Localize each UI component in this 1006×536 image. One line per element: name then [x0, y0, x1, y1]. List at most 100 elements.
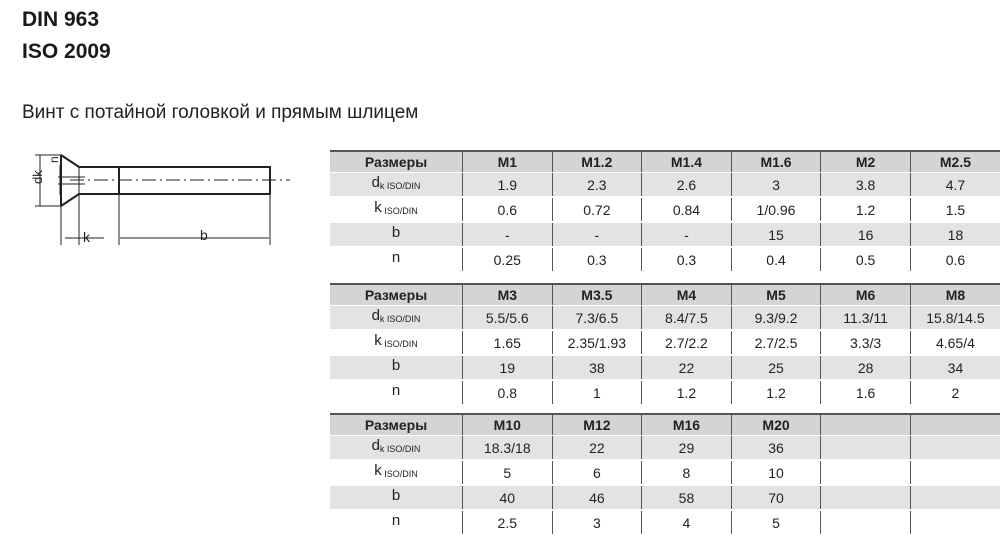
- row-label: dk ISO/DIN: [330, 435, 463, 461]
- table-cell: 1.5: [909, 197, 1000, 223]
- table-cell: 1.9: [462, 172, 553, 198]
- table-cell: 0.5: [820, 247, 911, 273]
- column-header: M1.4: [641, 150, 732, 173]
- table-cell: 4: [641, 510, 732, 536]
- table-cell: 34: [909, 355, 1000, 381]
- table-cell: 25: [730, 355, 821, 381]
- table-row: dk ISO/DIN 18.3/18 22 29 36: [330, 435, 1000, 461]
- table-cell: [909, 485, 1000, 511]
- header-row: Размеры M3 M3.5 M4 M5 M6 M8: [330, 283, 1000, 306]
- row-label: n: [330, 247, 463, 273]
- table-cell: 8: [641, 460, 732, 486]
- table-cell: 4.65/4: [909, 330, 1000, 356]
- column-header: M12: [551, 413, 642, 436]
- table-cell: 0.3: [641, 247, 732, 273]
- column-header: M4: [641, 283, 732, 306]
- table-cell: 15.8/14.5: [909, 305, 1000, 331]
- column-header: M6: [820, 283, 911, 306]
- column-header: M1.2: [551, 150, 642, 173]
- column-header: M1: [462, 150, 553, 173]
- table-cell: 3: [730, 172, 821, 198]
- table-cell: 4.7: [909, 172, 1000, 198]
- table-cell: [909, 510, 1000, 536]
- column-header: M16: [641, 413, 732, 436]
- table-cell: 46: [551, 485, 642, 511]
- table-row: dk ISO/DIN 5.5/5.6 7.3/6.5 8.4/7.5 9.3/9.2 11…: [330, 305, 1000, 331]
- table-row: k ISO/DIN 0.6 0.72 0.84 1/0.96 1.2 1.5: [330, 197, 1000, 223]
- table-cell: 1.2: [641, 380, 732, 406]
- column-header: M2: [820, 150, 911, 173]
- column-header: M2.5: [909, 150, 1000, 173]
- row-label: k ISO/DIN: [330, 460, 463, 486]
- column-header: [909, 413, 1000, 436]
- table-cell: 22: [641, 355, 732, 381]
- table-cell: [820, 435, 911, 461]
- row-label: b: [330, 355, 463, 381]
- table-row: k ISO/DIN 1.65 2.35/1.93 2.7/2.2 2.7/2.5 3.3/…: [330, 330, 1000, 356]
- table-cell: 36: [730, 435, 821, 461]
- table-cell: 1.6: [820, 380, 911, 406]
- table-cell: [820, 510, 911, 536]
- dimensions-table-3: Размеры M10 M12 M16 M20 dk ISO/DIN 18.3/18 22 29…: [330, 413, 1000, 536]
- table-cell: 2.35/1.93: [551, 330, 642, 356]
- header-label: Размеры: [330, 283, 463, 306]
- table-cell: 0.4: [730, 247, 821, 273]
- table-cell: -: [641, 222, 732, 248]
- table-cell: 15: [730, 222, 821, 248]
- column-header: M5: [730, 283, 821, 306]
- table-cell: 18.3/18: [462, 435, 553, 461]
- table-cell: 6: [551, 460, 642, 486]
- row-label: dk ISO/DIN: [330, 305, 463, 331]
- table-cell: 22: [551, 435, 642, 461]
- table-cell: [820, 460, 911, 486]
- header-row: Размеры M10 M12 M16 M20: [330, 413, 1000, 436]
- row-label: b: [330, 222, 463, 248]
- row-label: dk ISO/DIN: [330, 172, 463, 198]
- screw-drawing: dk n k b: [30, 154, 290, 245]
- header-row: Размеры M1 M1.2 M1.4 M1.6 M2 M2.5: [330, 150, 1000, 173]
- table-cell: 3.3/3: [820, 330, 911, 356]
- column-header: M20: [730, 413, 821, 436]
- table-cell: -: [551, 222, 642, 248]
- table-cell: 3: [551, 510, 642, 536]
- table-cell: 5: [730, 510, 821, 536]
- table-row: n 0.25 0.3 0.3 0.4 0.5 0.6: [330, 247, 1000, 273]
- table-cell: 19: [462, 355, 553, 381]
- table-cell: 10: [730, 460, 821, 486]
- table-cell: 7.3/6.5: [551, 305, 642, 331]
- table-cell: 8.4/7.5: [641, 305, 732, 331]
- header-label: Размеры: [330, 150, 463, 173]
- header-label: Размеры: [330, 413, 463, 436]
- table-cell: [909, 435, 1000, 461]
- table-cell: 2.7/2.5: [730, 330, 821, 356]
- table-cell: 58: [641, 485, 732, 511]
- table-cell: [820, 485, 911, 511]
- table-cell: 0.3: [551, 247, 642, 273]
- table-cell: 0.6: [909, 247, 1000, 273]
- label-dk: dk: [30, 170, 45, 184]
- table-cell: 1.2: [730, 380, 821, 406]
- product-description: Винт с потайной головкой и прямым шлицем: [22, 102, 419, 123]
- table-cell: 2.6: [641, 172, 732, 198]
- table-cell: 0.6: [462, 197, 553, 223]
- row-label: n: [330, 380, 463, 406]
- label-k: k: [83, 229, 91, 245]
- table-cell: [909, 460, 1000, 486]
- table-cell: 2.3: [551, 172, 642, 198]
- column-header: [820, 413, 911, 436]
- table-cell: 1.2: [820, 197, 911, 223]
- table-cell: 2.5: [462, 510, 553, 536]
- table-row: n 2.5 3 4 5: [330, 510, 1000, 536]
- table-cell: 1.65: [462, 330, 553, 356]
- column-header: M10: [462, 413, 553, 436]
- table-cell: 0.84: [641, 197, 732, 223]
- table-row: k ISO/DIN 5 6 8 10: [330, 460, 1000, 486]
- table-cell: 28: [820, 355, 911, 381]
- column-header: M1.6: [730, 150, 821, 173]
- table-row: b - - -15 16 18: [330, 222, 1000, 248]
- dimensions-table-2: Размеры M3 M3.5 M4 M5 M6 M8 dk ISO/DIN 5.5/5.6 7.…: [330, 283, 1000, 406]
- label-b: b: [200, 227, 208, 243]
- column-header: M3: [462, 283, 553, 306]
- table-cell: 18: [909, 222, 1000, 248]
- dimensions-table-1: Размеры M1 M1.2 M1.4 M1.6 M2 M2.5 dk ISO/DIN 1.9…: [330, 150, 1000, 273]
